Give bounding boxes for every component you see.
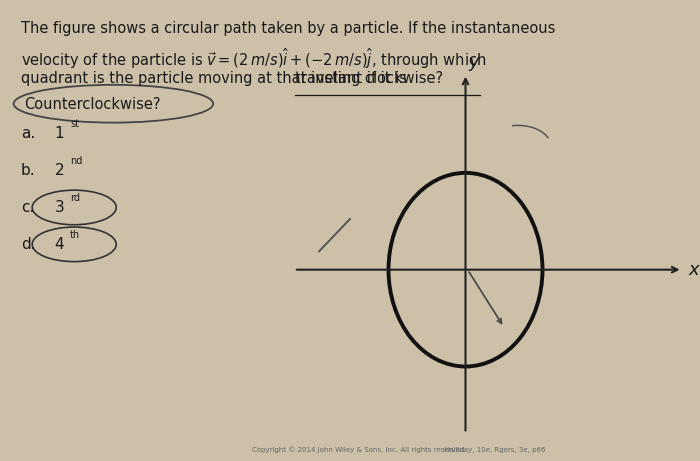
Text: d.: d. [21,237,36,252]
Text: c.: c. [21,200,34,215]
Text: st: st [70,119,79,130]
Text: 1: 1 [55,126,64,141]
Text: rd: rd [70,193,80,203]
Text: b.: b. [21,163,36,178]
Text: 2: 2 [55,163,64,178]
Text: The figure shows a circular path taken by a particle. If the instantaneous: The figure shows a circular path taken b… [21,21,555,36]
Text: nd: nd [70,156,83,166]
Text: 3: 3 [55,200,64,215]
Text: x: x [688,260,699,279]
Text: Copyright © 2014 John Wiley & Sons, Inc. All rights reserved.: Copyright © 2014 John Wiley & Sons, Inc.… [252,446,466,453]
Text: Halliday, 10e, Rgers, 3e, p66: Halliday, 10e, Rgers, 3e, p66 [444,447,546,453]
Text: velocity of the particle is $\vec{v} = (2\,m/s)\hat{i} + (-2\,m/s)\hat{j}$, thro: velocity of the particle is $\vec{v} = (… [21,46,486,71]
Text: th: th [70,230,80,240]
Text: traveling clockwise?: traveling clockwise? [295,71,443,87]
Text: a.: a. [21,126,35,141]
Text: 4: 4 [55,237,64,252]
Text: y: y [468,53,480,71]
Text: Counterclockwise?: Counterclockwise? [25,97,161,112]
Text: quadrant is the particle moving at that instant if it is: quadrant is the particle moving at that … [21,71,412,87]
